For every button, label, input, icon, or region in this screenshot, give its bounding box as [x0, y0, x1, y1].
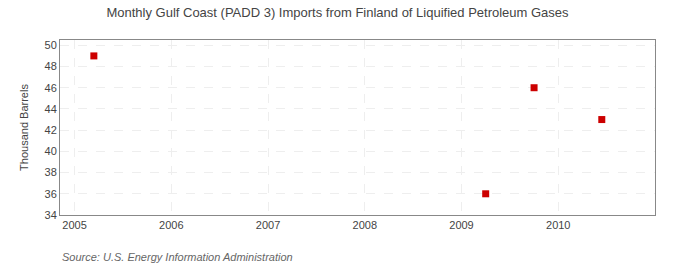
svg-text:42: 42	[45, 124, 57, 136]
svg-text:2007: 2007	[256, 219, 280, 231]
svg-text:46: 46	[45, 82, 57, 94]
svg-text:2008: 2008	[353, 219, 377, 231]
svg-text:50: 50	[45, 39, 57, 51]
svg-text:Source: U.S. Energy Informatio: Source: U.S. Energy Information Administ…	[62, 251, 293, 263]
svg-text:Monthly Gulf Coast (PADD 3) Im: Monthly Gulf Coast (PADD 3) Imports from…	[106, 5, 569, 20]
svg-text:2009: 2009	[449, 219, 473, 231]
svg-text:44: 44	[45, 103, 57, 115]
svg-text:2005: 2005	[62, 219, 86, 231]
svg-text:36: 36	[45, 188, 57, 200]
svg-text:48: 48	[45, 60, 57, 72]
svg-text:2010: 2010	[546, 219, 570, 231]
svg-text:38: 38	[45, 166, 57, 178]
svg-text:Thousand Barrels: Thousand Barrels	[18, 84, 30, 171]
svg-text:40: 40	[45, 145, 57, 157]
svg-text:34: 34	[45, 209, 57, 221]
svg-text:2006: 2006	[159, 219, 183, 231]
